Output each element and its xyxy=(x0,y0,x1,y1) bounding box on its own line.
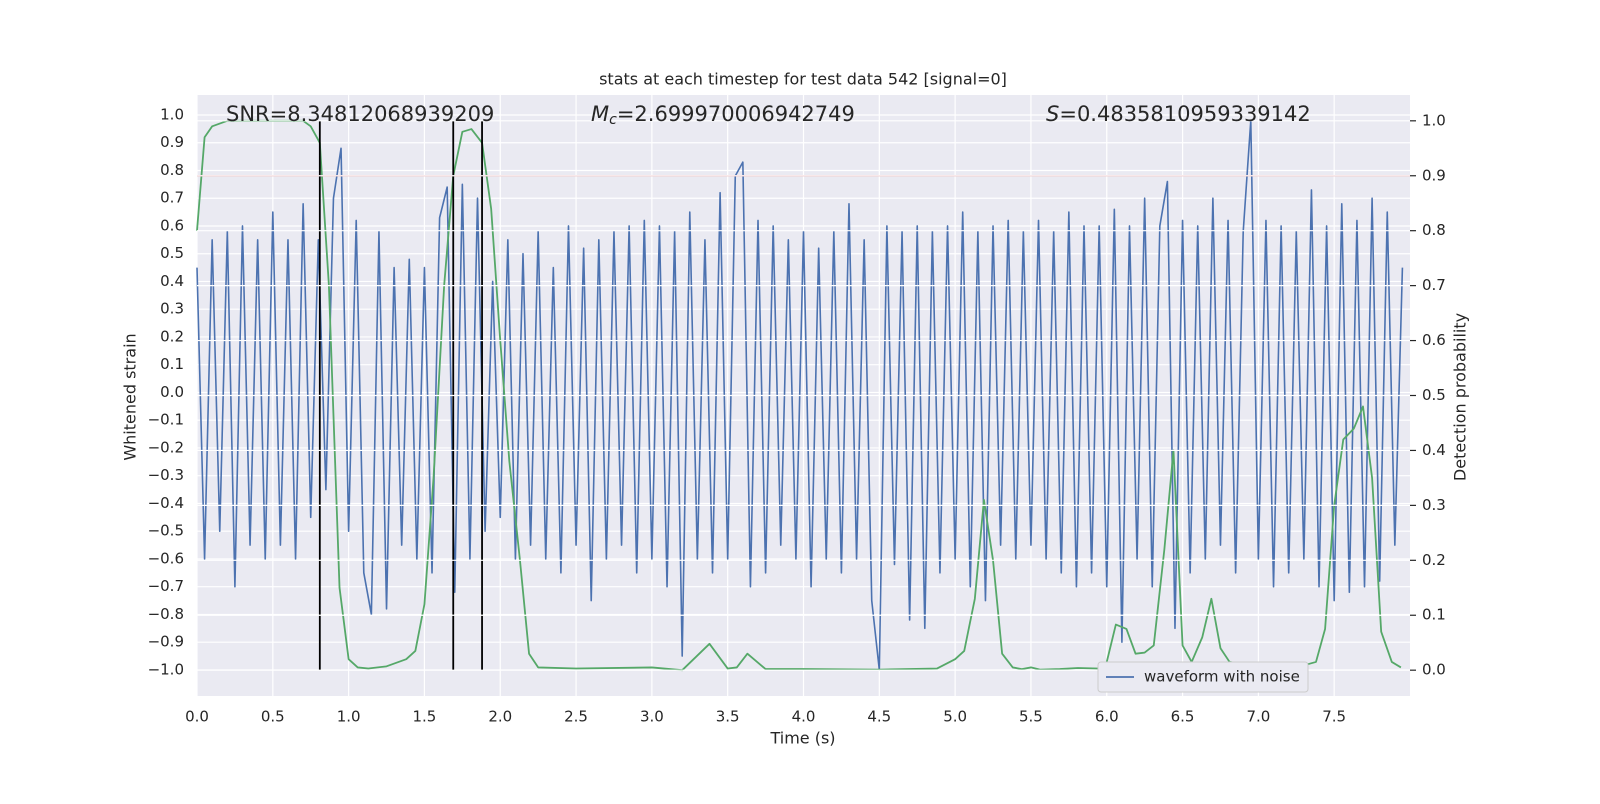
legend: waveform with noise xyxy=(1097,661,1309,693)
y-tick-label: 0.8 xyxy=(160,161,184,179)
x-tick-label: 6.5 xyxy=(1171,708,1195,726)
y-tick-label: −0.3 xyxy=(148,466,184,484)
y-tick-label: −0.7 xyxy=(148,577,184,595)
y2-tick-label: 0.6 xyxy=(1422,331,1446,349)
annotation: SNR=8.34812068939209 xyxy=(226,102,494,126)
y-tick-label: 0.4 xyxy=(160,272,184,290)
y-tick-label: −0.8 xyxy=(148,605,184,623)
x-tick-label: 4.5 xyxy=(867,708,891,726)
y-tick-label: 0.6 xyxy=(160,216,184,234)
y-tick-label: −0.4 xyxy=(148,494,184,512)
annotation-value: =0.4835810959339142 xyxy=(1059,102,1310,126)
annotation-value: =2.699970006942749 xyxy=(617,102,855,126)
annotation: S=0.4835810959339142 xyxy=(1046,102,1311,126)
x-tick-label: 5.5 xyxy=(1019,708,1043,726)
y-tick-label: −0.9 xyxy=(148,633,184,651)
x-tick-label: 0.5 xyxy=(261,708,285,726)
annotation: Mc=2.699970006942749 xyxy=(591,102,855,128)
y2-tick-label: 0.8 xyxy=(1422,221,1446,239)
legend-box xyxy=(1097,661,1309,693)
y2-tick-label: 0.3 xyxy=(1422,496,1446,514)
y-tick-label: 0.9 xyxy=(160,133,184,151)
chart-title: stats at each timestep for test data 542… xyxy=(599,70,1007,89)
x-tick-label: 2.5 xyxy=(564,708,588,726)
x-tick-label: 1.0 xyxy=(337,708,361,726)
y-tick-label: 1.0 xyxy=(160,105,184,123)
y-tick-label: 0.5 xyxy=(160,244,184,262)
y2-tick-label: 0.4 xyxy=(1422,441,1446,459)
legend-label: waveform with noise xyxy=(1144,668,1300,686)
y-tick-label: 0.3 xyxy=(160,300,184,318)
y-tick-label: 0.7 xyxy=(160,189,184,207)
y-tick-label: 0.0 xyxy=(160,383,184,401)
y-tick-label: −0.1 xyxy=(148,411,184,429)
annotation-symbol: S xyxy=(1046,102,1059,126)
y-tick-label: 0.1 xyxy=(160,355,184,373)
y-tick-label: −0.2 xyxy=(148,438,184,456)
y2-tick-label: 0.2 xyxy=(1422,551,1446,569)
y-tick-label: 0.2 xyxy=(160,327,184,345)
x-tick-label: 2.0 xyxy=(488,708,512,726)
y2-tick-label: 1.0 xyxy=(1422,111,1446,129)
x-tick-label: 0.0 xyxy=(185,708,209,726)
y-tick-label: −0.5 xyxy=(148,522,184,540)
x-tick-label: 3.0 xyxy=(640,708,664,726)
y-tick-label: −0.6 xyxy=(148,549,184,567)
y2-axis-label: Detection probability xyxy=(1451,313,1470,481)
y2-tick-label: 0.1 xyxy=(1422,606,1446,624)
x-tick-label: 3.5 xyxy=(716,708,740,726)
x-tick-label: 1.5 xyxy=(413,708,437,726)
y2-tick-label: 0.0 xyxy=(1422,661,1446,679)
y-axis-label: Whitened strain xyxy=(121,333,140,460)
y2-tick-label: 0.7 xyxy=(1422,276,1446,294)
x-tick-label: 7.5 xyxy=(1322,708,1346,726)
y2-tick-label: 0.9 xyxy=(1422,166,1446,184)
x-tick-label: 6.0 xyxy=(1095,708,1119,726)
x-axis-label: Time (s) xyxy=(769,729,835,748)
y2-tick-label: 0.5 xyxy=(1422,386,1446,404)
y-tick-label: −1.0 xyxy=(148,660,184,678)
annotation-symbol: M xyxy=(591,102,609,126)
x-tick-label: 5.0 xyxy=(943,708,967,726)
x-tick-label: 7.0 xyxy=(1246,708,1270,726)
x-tick-label: 4.0 xyxy=(792,708,816,726)
annotation-subscript: c xyxy=(609,112,617,128)
